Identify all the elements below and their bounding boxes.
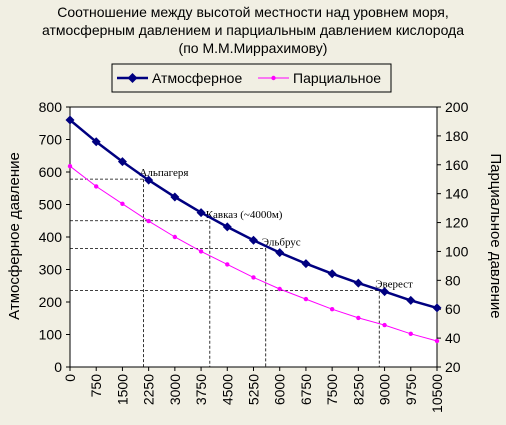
y-axis-left-label: Атмосферное давление: [6, 152, 23, 320]
y-left-tick-label: 300: [39, 262, 63, 278]
data-point-partial: [198, 249, 204, 254]
legend-item-partial: Парциальное: [258, 70, 381, 86]
x-tick-label: 6000: [272, 374, 288, 405]
chart-subtitle-line-3: (по М.М.Миррахимову): [179, 40, 328, 56]
legend-marker-atmospheric: [127, 73, 138, 83]
data-point-atmospheric: [91, 137, 101, 147]
data-point-partial: [146, 218, 151, 224]
x-tick-label: 9750: [403, 374, 419, 405]
y-right-tick-label: 120: [445, 215, 469, 231]
annotation-label: Альпагеря: [139, 167, 188, 179]
legend: Атмосферное Парциальное: [111, 63, 392, 93]
x-tick-label: 1500: [114, 374, 130, 405]
y-left-tick-label: 400: [39, 229, 63, 245]
chart-title: Соотношение между высотой местности над …: [57, 4, 449, 20]
x-tick-label: 9000: [377, 374, 393, 405]
y-right-tick-label: 40: [445, 330, 461, 346]
x-tick-label: 0: [62, 374, 78, 382]
x-tick-label: 2250: [141, 374, 157, 405]
data-point-atmospheric: [144, 175, 154, 185]
annotation-label: Кавказ (~4000м): [206, 209, 283, 221]
data-point-partial: [356, 315, 361, 321]
y-left-tick-label: 200: [39, 294, 63, 310]
data-point-partial: [382, 322, 387, 328]
x-tick-label: 10500: [429, 374, 445, 413]
y-left-tick-label: 0: [54, 359, 62, 375]
data-point-atmospheric: [301, 259, 311, 269]
x-tick-label: 5250: [246, 374, 262, 405]
chart-subtitle-line-2: атмосферным давлением и парциальным давл…: [42, 22, 464, 38]
data-point-atmospheric: [406, 295, 416, 305]
y-right-tick-label: 200: [445, 99, 469, 115]
x-tick-label: 4500: [219, 374, 235, 405]
data-point-partial: [225, 262, 230, 267]
data-point-atmospheric: [170, 192, 180, 202]
y-right-tick-label: 140: [445, 186, 469, 202]
y-right-tick-label: 180: [445, 128, 469, 144]
data-point-partial: [329, 307, 335, 312]
legend-box: [111, 63, 392, 93]
y-right-tick-label: 160: [445, 157, 469, 173]
data-point-partial: [172, 234, 178, 240]
annotation-label: Эльбрус: [262, 236, 301, 248]
y-left-tick-label: 500: [39, 197, 63, 213]
annotation-label: Эверест: [375, 279, 413, 291]
data-point-atmospheric: [380, 287, 390, 297]
data-point-partial: [67, 164, 73, 169]
y-right-tick-label: 80: [445, 272, 461, 288]
y-right-tick-label: 20: [445, 359, 461, 375]
legend-item-atmospheric: Атмосферное: [117, 70, 242, 86]
legend-marker-partial: [271, 75, 276, 81]
data-point-partial: [94, 184, 99, 189]
data-point-partial: [434, 338, 440, 344]
data-point-atmospheric: [222, 222, 232, 232]
x-tick-label: 750: [88, 374, 104, 398]
y-left-tick-label: 800: [39, 99, 63, 115]
x-tick-label: 3000: [167, 374, 183, 405]
x-tick-label: 6750: [298, 374, 314, 405]
x-tick-label: 3750: [193, 374, 209, 405]
data-point-atmospheric: [249, 235, 258, 245]
data-point-partial: [120, 201, 125, 206]
data-point-partial: [251, 275, 256, 280]
data-point-atmospheric: [432, 303, 442, 313]
x-tick-label: 8250: [350, 374, 366, 405]
y-left-tick-label: 100: [39, 327, 63, 343]
y-axis-right-label: Парциальное давление: [487, 153, 504, 318]
data-point-partial: [277, 286, 282, 292]
plot-area: 0 100 200 300 400 500 600 700 800 20 40 60 80 100 120 1…: [39, 99, 469, 413]
y-left-tick-label: 600: [39, 164, 63, 180]
data-point-atmospheric: [275, 248, 285, 258]
data-point-atmospheric: [353, 278, 363, 288]
data-point-partial: [303, 296, 309, 302]
data-point-atmospheric: [327, 269, 337, 279]
data-point-partial: [408, 331, 413, 336]
y-right-tick-label: 100: [445, 243, 469, 259]
legend-label-atmospheric: Атмосферное: [152, 70, 242, 86]
y-left-tick-label: 700: [39, 132, 63, 148]
legend-label-partial: Парциальное: [293, 70, 381, 86]
data-point-atmospheric: [117, 157, 127, 167]
y-right-tick-label: 60: [445, 301, 461, 317]
x-tick-label: 7500: [324, 374, 340, 405]
data-point-atmospheric: [196, 208, 206, 218]
data-point-atmospheric: [65, 115, 75, 125]
